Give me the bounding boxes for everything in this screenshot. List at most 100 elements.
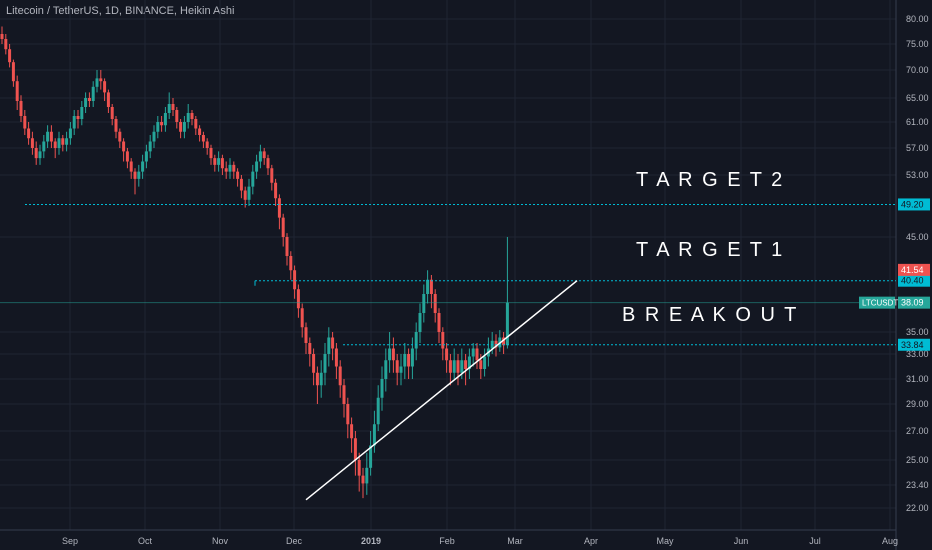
candle-body: [342, 385, 346, 404]
y-tick-label: 23.40: [906, 480, 929, 490]
candle-body: [148, 141, 152, 152]
candle-body: [429, 279, 433, 294]
candle-body: [388, 348, 392, 361]
candle-body: [369, 445, 373, 468]
candle-body: [190, 113, 194, 119]
candle-body: [87, 98, 91, 101]
candle-body: [467, 356, 471, 369]
symbol-badge: [859, 296, 895, 309]
candle-body: [243, 190, 247, 200]
candle-body: [103, 81, 107, 93]
candle-body: [289, 256, 293, 271]
x-tick-label: Feb: [439, 536, 455, 546]
candle-body: [34, 148, 38, 159]
candle-body: [262, 151, 266, 159]
candle-body: [194, 119, 198, 129]
candle-body: [452, 360, 456, 373]
candle-body: [110, 107, 114, 119]
candle-body: [68, 128, 72, 139]
candle-body: [350, 424, 354, 439]
candle-body: [460, 360, 464, 373]
candle-body: [19, 101, 23, 116]
annotation-2: T A R G E T 1: [636, 239, 784, 261]
candle-body: [125, 151, 129, 162]
candle-body: [144, 151, 148, 162]
x-tick-label: Jul: [809, 536, 821, 546]
trendline: [305, 280, 578, 501]
symbol-badge-text: LTCUSDT: [862, 299, 898, 308]
candle-body: [160, 122, 164, 126]
candle-body: [361, 475, 365, 484]
candle-body: [57, 138, 61, 148]
candle-body: [483, 356, 487, 369]
candle-body: [209, 148, 213, 159]
candle-body: [95, 78, 99, 87]
candle-body: [198, 128, 202, 135]
candle-body: [327, 337, 331, 354]
candle-body: [182, 122, 186, 132]
candle-body: [72, 116, 76, 129]
y-tick-label: 27.00: [906, 426, 929, 436]
candle-body: [255, 161, 259, 172]
candle-body: [232, 164, 236, 172]
y-tick-label: 45.00: [906, 232, 929, 242]
candle-body: [471, 348, 475, 357]
y-tick-label: 61.00: [906, 117, 929, 127]
y-tick-label: 33.00: [906, 349, 929, 359]
candle-body: [201, 135, 205, 142]
level-badge-49.20: [898, 198, 930, 211]
candle-body: [357, 460, 361, 476]
candle-body: [304, 327, 308, 343]
candle-body: [141, 161, 145, 172]
y-tick-label: 31.00: [906, 374, 929, 384]
candle-body: [319, 372, 323, 386]
candle-body: [42, 141, 46, 152]
candle-body: [418, 313, 422, 332]
candle-body: [315, 372, 319, 386]
candle-body: [137, 171, 141, 179]
candle-body: [331, 337, 335, 349]
candle-body: [277, 198, 281, 218]
candle-body: [46, 131, 50, 142]
candle-body: [217, 158, 221, 165]
annotation-1: T A R G E T 2: [636, 169, 784, 191]
candle-body: [407, 354, 411, 367]
x-tick-label: Aug: [882, 536, 898, 546]
candle-body: [76, 116, 80, 119]
candle-body: [391, 348, 395, 361]
chart-title: Litecoin / TetherUS, 1D, BINANCE, Heikin…: [6, 5, 235, 17]
candle-body: [213, 158, 217, 165]
candle-body: [167, 104, 171, 113]
y-tick-label: 29.00: [906, 399, 929, 409]
candle-body: [479, 360, 483, 369]
candle-body: [300, 308, 304, 328]
candle-body: [80, 107, 84, 119]
x-tick-label: Oct: [138, 536, 153, 546]
candle-body: [293, 270, 297, 290]
y-tick-label: 80.00: [906, 14, 929, 24]
candle-body: [274, 182, 278, 199]
candle-body: [270, 168, 274, 183]
candle-body: [175, 110, 179, 122]
price-badge-text: 38.09: [901, 298, 924, 308]
candle-body: [228, 164, 232, 172]
candle-body: [395, 360, 399, 373]
candle-body: [65, 138, 69, 145]
x-tick-label: Apr: [584, 536, 598, 546]
candle-body: [8, 49, 12, 63]
candle-body: [380, 379, 384, 398]
candle-body: [475, 348, 479, 361]
level-badge-33.84: [898, 338, 930, 351]
candle-body: [163, 113, 167, 126]
candle-body: [266, 158, 270, 169]
price-badge-41.54: [898, 263, 930, 276]
candle-body: [505, 302, 509, 346]
y-tick-label: 35.00: [906, 327, 929, 337]
candle-body: [308, 343, 312, 354]
candle-body: [106, 92, 110, 107]
level-badge-text: 49.20: [901, 199, 924, 209]
candle-body: [312, 354, 316, 373]
candle-body: [353, 438, 357, 460]
candle-body: [410, 348, 414, 367]
